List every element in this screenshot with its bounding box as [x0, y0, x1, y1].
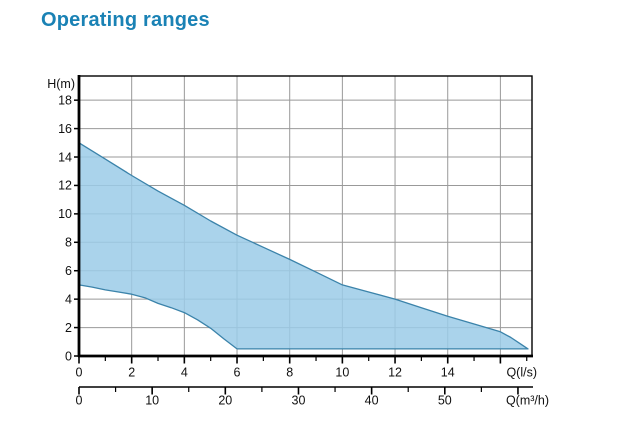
x-axis-ls-tick-label: 6 [234, 366, 241, 380]
x-axis-ls-tick-label: 8 [286, 366, 293, 380]
x-axis-m3h-tick-label: 50 [438, 394, 452, 408]
x-axis-m3h-tick-label: 10 [145, 394, 159, 408]
y-axis-tick-label: 16 [58, 122, 72, 136]
y-axis-tick-label: 14 [58, 150, 72, 164]
y-axis-tick-label: 8 [65, 236, 72, 250]
x-axis-m3h-tick-label: 30 [292, 394, 306, 408]
x-axis-ls-tick-label: 0 [76, 366, 83, 380]
x-axis-ls-tick-label: 10 [335, 366, 349, 380]
page-title: Operating ranges [41, 9, 210, 31]
x-axis-m3h-unit-label: Q(m³/h) [506, 394, 549, 408]
x-axis-ls-tick-label: 4 [181, 366, 188, 380]
y-axis-tick-label: 18 [58, 93, 72, 107]
x-axis-ls-tick-label: 12 [388, 366, 402, 380]
x-axis-ls: 0 2 4 6 8 10 12 14 Q(l/s) [76, 356, 537, 380]
y-axis-tick-label: 4 [65, 292, 72, 306]
operating-range-area [78, 142, 529, 350]
y-axis-tick-label: 12 [58, 179, 72, 193]
x-axis-ls-tick-label: 14 [441, 366, 455, 380]
x-axis-ls-unit-label: Q(l/s) [506, 366, 537, 380]
x-axis-m3h-tick-label: 40 [365, 394, 379, 408]
x-axis-ls-tick-label: 2 [128, 366, 135, 380]
y-axis-tick-label: 6 [65, 264, 72, 278]
y-axis-tick-label: 2 [65, 321, 72, 335]
y-axis-tick-label: 10 [58, 207, 72, 221]
y-axis-tick-label: 0 [65, 349, 72, 363]
x-axis-m3h-tick-label: 20 [218, 394, 232, 408]
x-axis-m3h: 0 10 20 30 40 50 Q(m³/h) [76, 386, 549, 408]
y-axis: 0 2 4 6 8 10 12 14 16 18 H(m) [47, 77, 79, 363]
x-axis-m3h-tick-label: 0 [76, 394, 83, 408]
y-axis-unit-label: H(m) [47, 77, 75, 91]
